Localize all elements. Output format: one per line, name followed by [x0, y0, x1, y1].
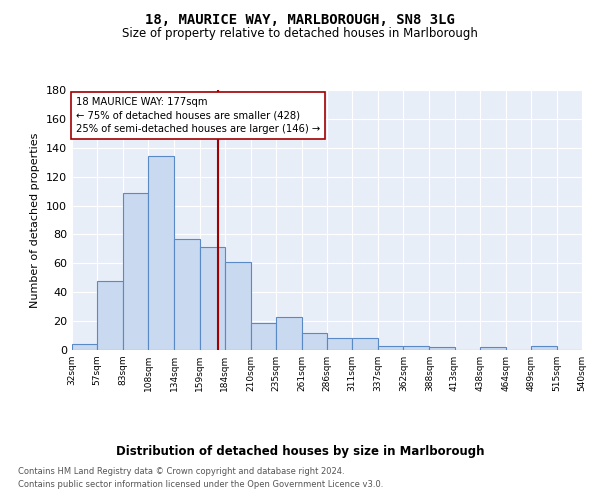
Bar [175, 239, 199, 350]
Bar [224, 262, 251, 350]
Bar [72, 344, 97, 350]
Bar [430, 347, 455, 350]
Text: Contains public sector information licensed under the Open Government Licence v3: Contains public sector information licen… [18, 480, 383, 489]
Text: 18, MAURICE WAY, MARLBOROUGH, SN8 3LG: 18, MAURICE WAY, MARLBOROUGH, SN8 3LG [145, 12, 455, 26]
Text: Size of property relative to detached houses in Marlborough: Size of property relative to detached ho… [122, 28, 478, 40]
Bar [97, 280, 123, 350]
Bar [531, 346, 557, 350]
Text: 18 MAURICE WAY: 177sqm
← 75% of detached houses are smaller (428)
25% of semi-de: 18 MAURICE WAY: 177sqm ← 75% of detached… [76, 97, 320, 134]
Bar [276, 317, 302, 350]
Bar [302, 332, 327, 350]
Bar [123, 192, 148, 350]
Bar [403, 346, 430, 350]
Bar [378, 346, 403, 350]
Bar [352, 338, 378, 350]
Bar [148, 156, 175, 350]
Text: Contains HM Land Registry data © Crown copyright and database right 2024.: Contains HM Land Registry data © Crown c… [18, 467, 344, 476]
Y-axis label: Number of detached properties: Number of detached properties [31, 132, 40, 308]
Bar [479, 347, 506, 350]
Text: Distribution of detached houses by size in Marlborough: Distribution of detached houses by size … [116, 444, 484, 458]
Bar [251, 322, 276, 350]
Bar [327, 338, 352, 350]
Bar [199, 248, 224, 350]
